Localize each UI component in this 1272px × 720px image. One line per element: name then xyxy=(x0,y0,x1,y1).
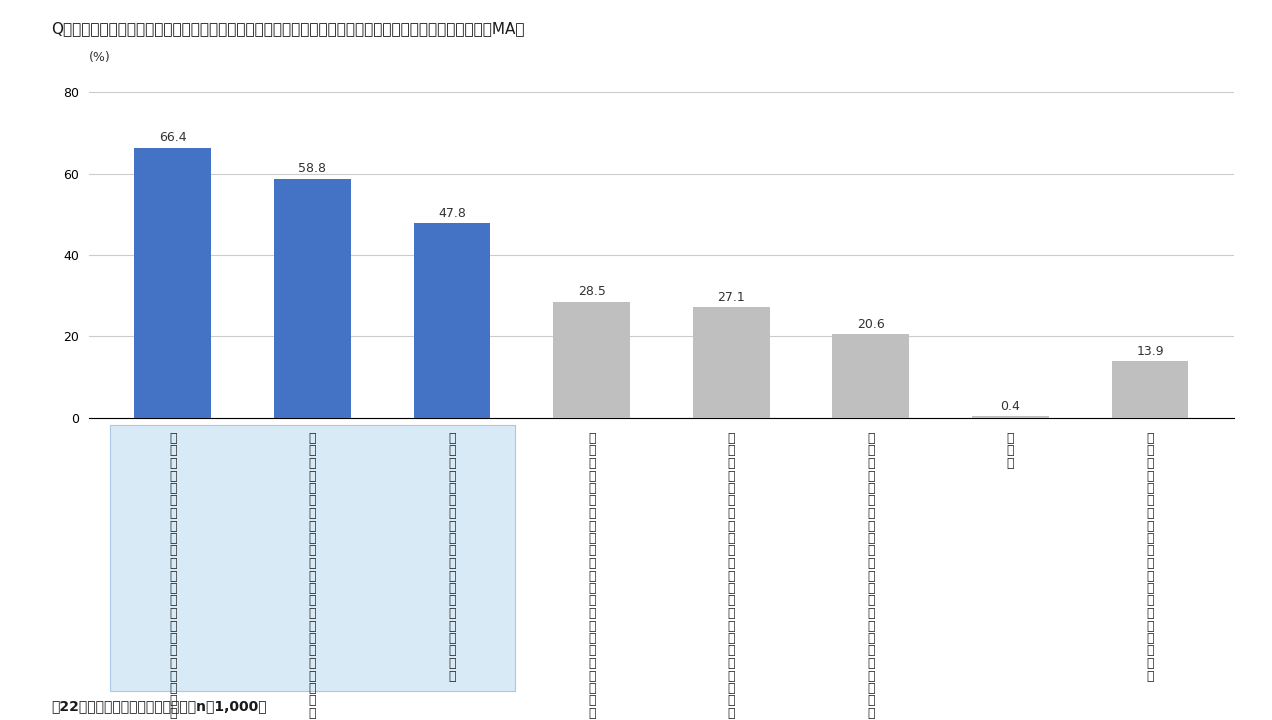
Text: 47.8: 47.8 xyxy=(438,207,466,220)
Text: 運
動
効
率
や
身
体
活
動
（
代
謝
な
ど
）
を
高
め
て
く
れ
る
こ
と: 運 動 効 率 や 身 体 活 動 （ 代 謝 な ど ） を 高 め て く … xyxy=(728,432,735,720)
Bar xyxy=(693,307,770,418)
Bar xyxy=(413,223,491,418)
Text: 27.1: 27.1 xyxy=(717,291,745,304)
Text: 空
気
を
介
し
た
感
染
症
や
病
気
の
リ
ス
ク
か
ら
守
っ
て
く
れ
る
こ
と: 空 気 を 介 し た 感 染 症 や 病 気 の リ ス ク か ら 守 っ … xyxy=(169,432,177,720)
Bar xyxy=(273,179,351,418)
Bar xyxy=(553,302,630,418)
Text: 図22　空気・空調に期待する価値（n＝1,000）: 図22 空気・空調に期待する価値（n＝1,000） xyxy=(51,699,267,713)
Bar xyxy=(1112,361,1188,418)
Bar xyxy=(135,148,211,418)
Bar xyxy=(972,416,1049,418)
Text: 66.4: 66.4 xyxy=(159,131,187,145)
Text: 20.6: 20.6 xyxy=(857,318,885,330)
Text: 勉
強
や
仕
事
な
ど
人
の
パ
フ
ォ
ー
マ
ン
ス
を
高
め
て
く
れ
る
こ
と: 勉 強 や 仕 事 な ど 人 の パ フ ォ ー マ ン ス を 高 め て … xyxy=(588,432,595,720)
Text: 有
害
な
ア
レ
ル
ギ
ー
物
質
（
花
粉
、
ダ
ニ
、
カ
ビ
、
ハ
ウ
ス
ダ
ス
ト
な
ど
）
か
ら
守
っ
て
く
れ
る
こ
と: 有 害 な ア レ ル ギ ー 物 質 （ 花 粉 、 ダ ニ 、 カ ビ 、 … xyxy=(309,432,317,720)
Text: 冷
や
す
／
暖
め
る
以
外
の
価
値
は
期
待
し
て
い
な
い: 冷 や す ／ 暖 め る 以 外 の 価 値 は 期 待 し て い な い xyxy=(1146,432,1154,683)
Bar xyxy=(832,334,909,418)
Text: 人
体
へ
の
効
果
以
外
（
環
境
改
善
、
フ
ー
ド
ロ
ス
削
減
な
ど
）
で
も
社
会
の
役
に
立
つ
こ
と: 人 体 へ の 効 果 以 外 （ 環 境 改 善 、 フ ー ド ロ ス 削 … xyxy=(868,432,875,720)
Text: 28.5: 28.5 xyxy=(577,285,605,299)
Text: 13.9: 13.9 xyxy=(1136,345,1164,358)
Text: そ
の
他: そ の 他 xyxy=(1006,432,1014,470)
Text: 58.8: 58.8 xyxy=(299,162,327,175)
Text: 0.4: 0.4 xyxy=(1001,400,1020,413)
Text: (%): (%) xyxy=(89,51,111,64)
Text: 暮
ら
し
を
健
康
で
快
適
な
も
の
に
し
て
く
れ
る
こ
と: 暮 ら し を 健 康 で 快 適 な も の に し て く れ る こ と xyxy=(448,432,455,683)
Text: Q：あなたは、空気・空調に空間を冷やす／暖めるだけではない、どのような価値を期待したいですか。（MA）: Q：あなたは、空気・空調に空間を冷やす／暖めるだけではない、どのような価値を期待… xyxy=(51,22,524,37)
